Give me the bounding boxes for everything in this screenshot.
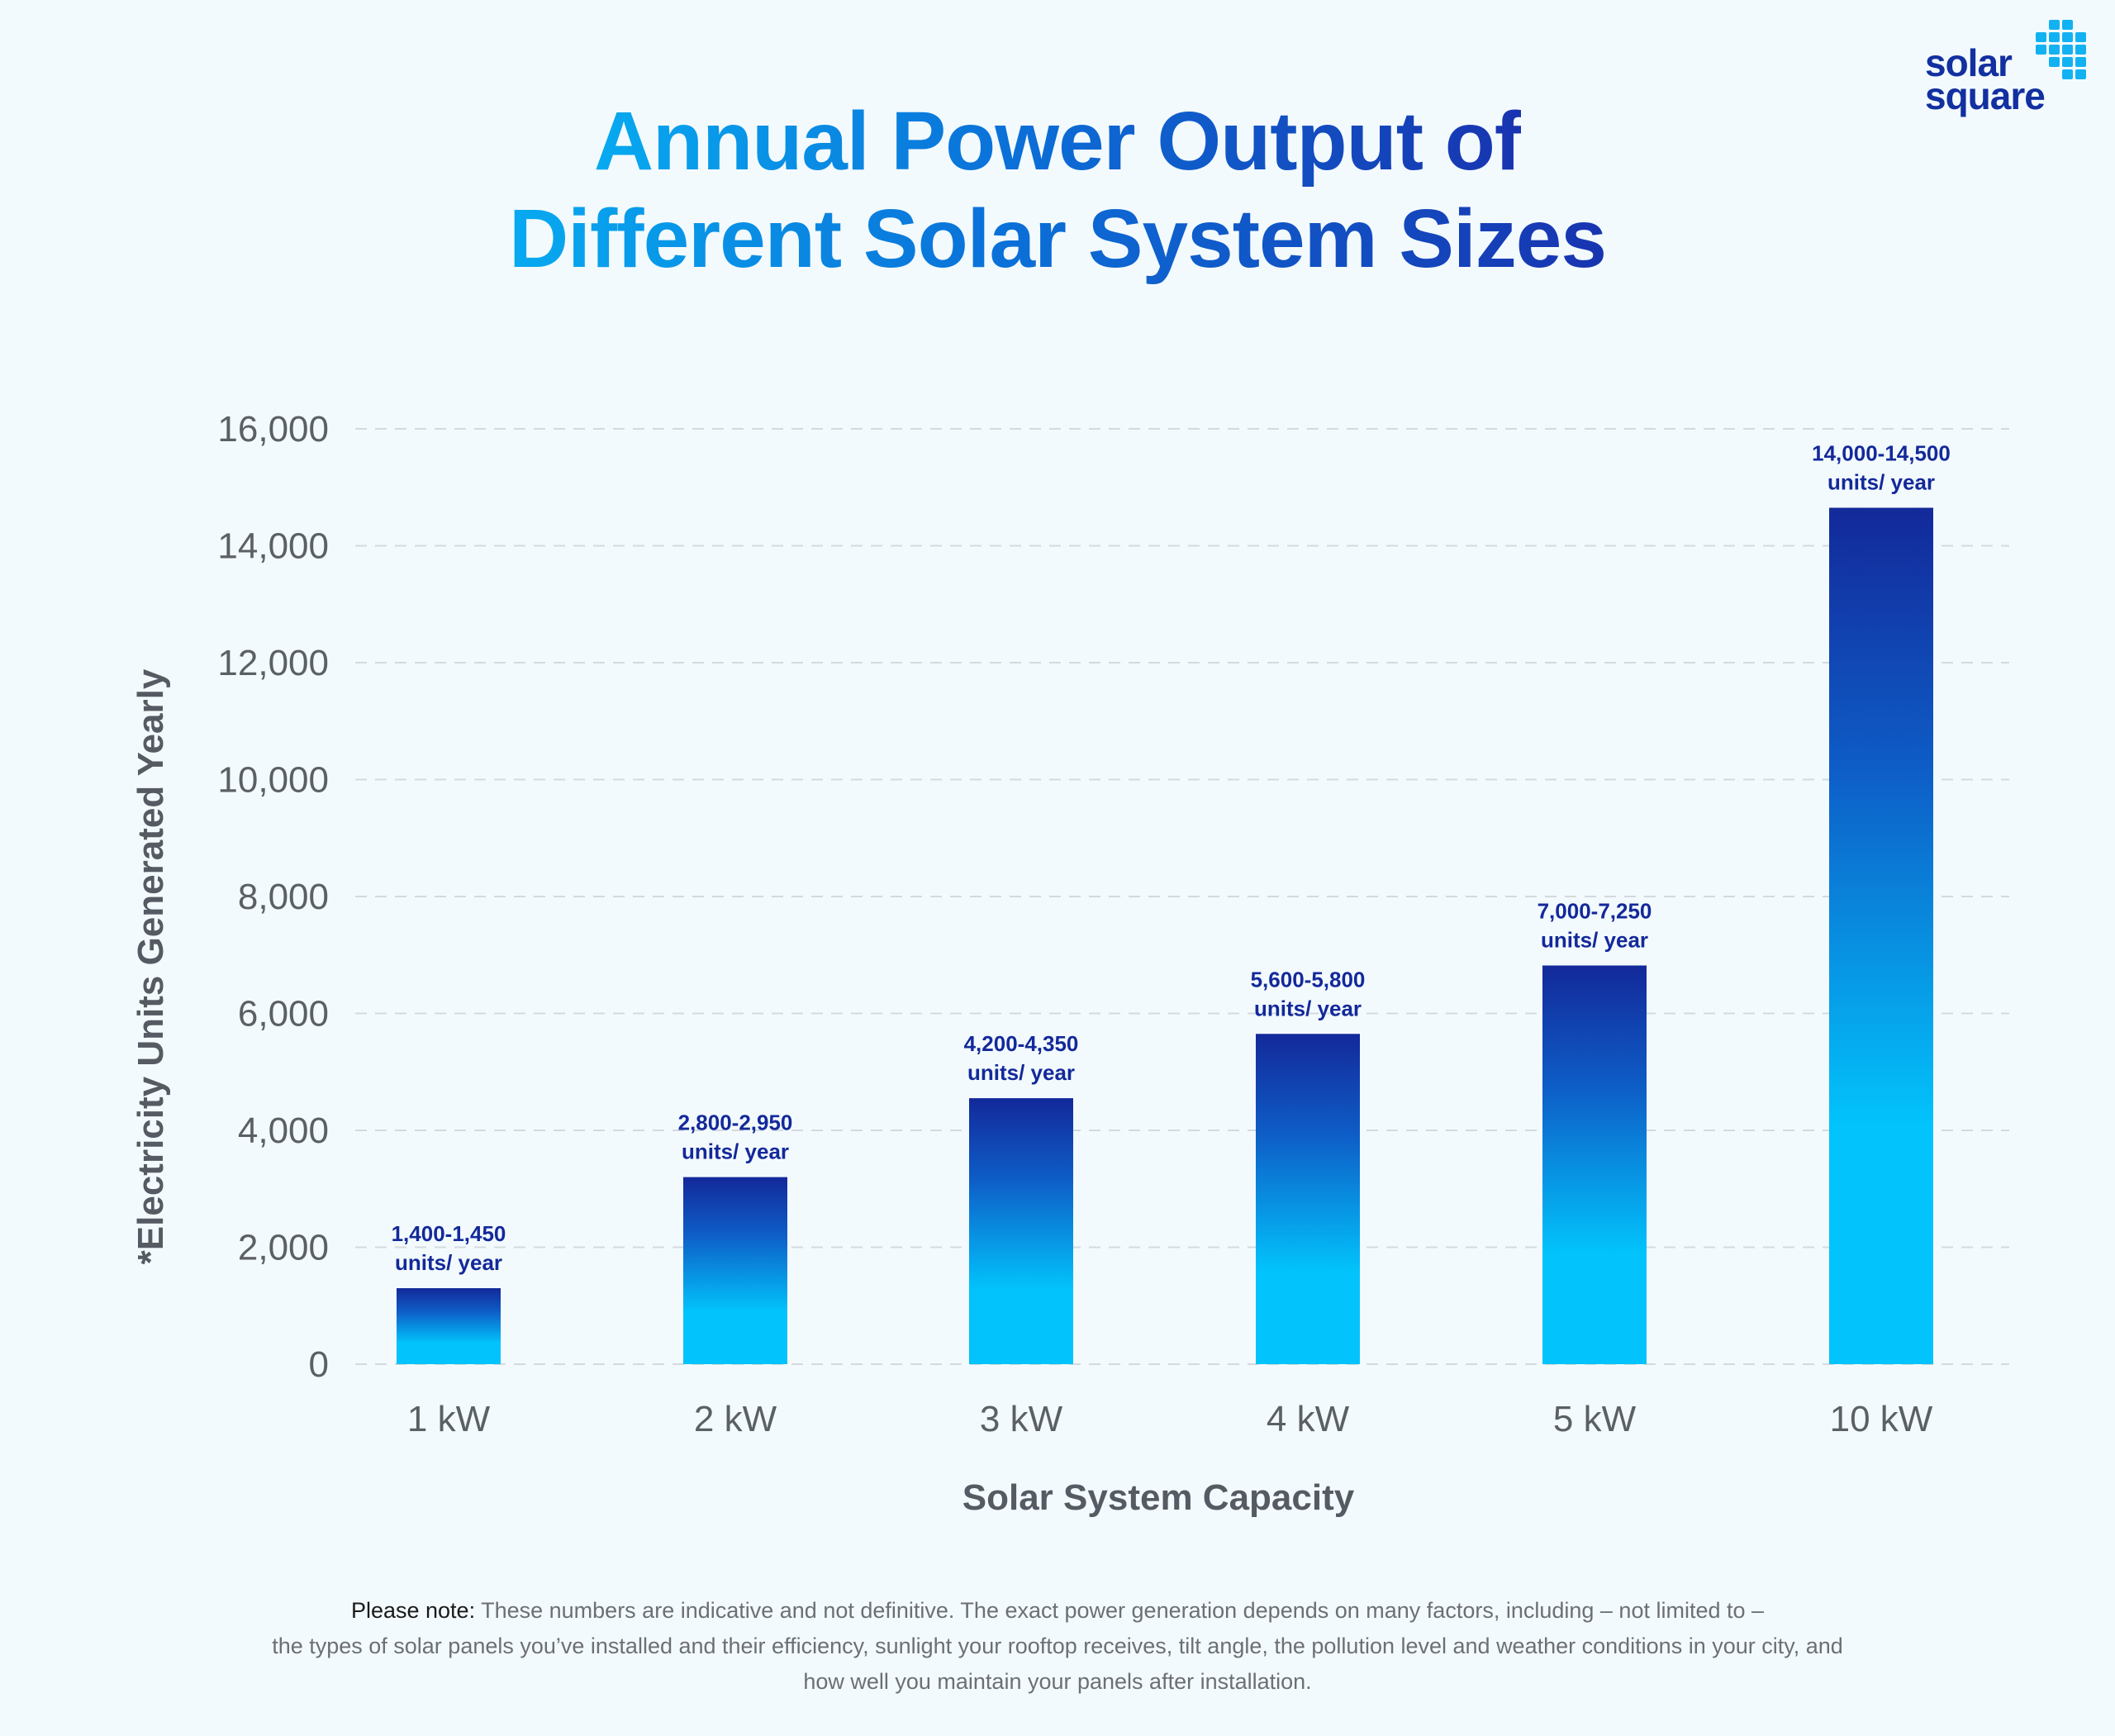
logo-grid-icon — [2036, 20, 2086, 79]
data-labels: 1,400-1,450 units/ year 2,800-2,950 units/ … — [392, 441, 1951, 1276]
footnote: Please note: These numbers are indicativ… — [124, 1593, 1991, 1700]
chart-title-line-2: Different Solar System Sizes — [509, 190, 1607, 288]
bar-chart: 0 2,000 4,000 6,000 8,000 10,000 12,000 14,000 1… — [217, 409, 2009, 1439]
footnote-line-1: Please note: These numbers are indicativ… — [124, 1593, 1991, 1629]
data-label-range: 4,200-4,350 — [964, 1031, 1079, 1056]
y-tick-label: 4,000 — [238, 1111, 329, 1151]
footnote-line-3: how well you maintain your panels after … — [803, 1669, 1312, 1694]
footnote-line-2: the types of solar panels you’ve install… — [272, 1634, 1843, 1658]
logo-grid-cell — [2036, 45, 2046, 55]
bar — [683, 1177, 787, 1364]
y-tick-label: 10,000 — [217, 760, 329, 801]
data-label-unit: units/ year — [1254, 996, 1362, 1020]
y-axis-ticks: 0 2,000 4,000 6,000 8,000 10,000 12,000 14,000 1… — [217, 409, 329, 1385]
bars — [397, 507, 1933, 1365]
gridlines — [355, 428, 2009, 1365]
data-label-range: 7,000-7,250 — [1538, 898, 1652, 923]
bar — [397, 1288, 501, 1364]
x-tick-label: 3 kW — [980, 1399, 1063, 1439]
logo-grid-cell — [2075, 69, 2086, 79]
x-tick-label: 2 kW — [694, 1399, 777, 1439]
logo-wordmark: solar square — [1925, 41, 2046, 117]
y-tick-label: 16,000 — [217, 409, 329, 449]
y-tick-label: 8,000 — [238, 877, 329, 917]
logo-grid-cell — [2062, 20, 2073, 30]
y-axis-label: *Electricity Units Generated Yearly — [131, 668, 171, 1265]
data-label-range: 5,600-5,800 — [1251, 967, 1366, 992]
logo-grid-cell — [2036, 32, 2046, 42]
logo-grid-cell — [2075, 45, 2086, 55]
bar — [969, 1098, 1073, 1364]
logo-grid-cell — [2062, 32, 2073, 42]
logo-grid-cell — [2049, 20, 2060, 30]
chart-title-line-1: Annual Power Output of — [594, 93, 1522, 190]
x-axis-label: Solar System Capacity — [962, 1477, 1355, 1518]
footnote-text-1: These numbers are indicative and not def… — [481, 1598, 1765, 1623]
x-tick-label: 4 kW — [1267, 1399, 1350, 1439]
x-tick-label: 1 kW — [407, 1399, 491, 1439]
logo-grid-cell — [2075, 57, 2086, 67]
logo-line-1: solar — [1925, 41, 2013, 84]
x-axis-ticks: 1 kW 2 kW 3 kW 4 kW 5 kW 10 kW — [407, 1399, 1933, 1439]
data-label-unit: units/ year — [682, 1139, 789, 1164]
logo-grid-cell — [2049, 57, 2060, 67]
logo-grid-cell — [2049, 32, 2060, 42]
data-label-unit: units/ year — [1827, 470, 1935, 495]
bar — [1829, 507, 1933, 1365]
footnote-lead: Please note: — [350, 1598, 476, 1623]
y-tick-label: 6,000 — [238, 994, 329, 1034]
logo-grid-cell — [2062, 69, 2073, 79]
x-tick-label: 10 kW — [1830, 1399, 1933, 1439]
logo-grid-cell — [2062, 45, 2073, 55]
data-label-unit: units/ year — [395, 1250, 502, 1275]
bar — [1256, 1034, 1360, 1364]
data-label-unit: units/ year — [967, 1060, 1075, 1085]
logo-line-2: square — [1925, 74, 2046, 117]
logo-grid-cell — [2075, 32, 2086, 42]
bar — [1542, 965, 1647, 1364]
chart-title: Annual Power Output of Different Solar S… — [0, 93, 2115, 288]
y-tick-label: 12,000 — [217, 643, 329, 683]
brand-logo: solar square — [1925, 18, 2090, 126]
y-tick-label: 0 — [309, 1344, 329, 1385]
logo-grid-cell — [2049, 45, 2060, 55]
logo-grid-cell — [2062, 57, 2073, 67]
data-label-range: 2,800-2,950 — [678, 1111, 793, 1135]
data-label-range: 14,000-14,500 — [1812, 441, 1951, 466]
data-label-range: 1,400-1,450 — [392, 1221, 506, 1246]
data-label-unit: units/ year — [1541, 927, 1648, 952]
y-tick-label: 2,000 — [238, 1228, 329, 1268]
y-tick-label: 14,000 — [217, 526, 329, 567]
y-axis-label-wrap: *Electricity Units Generated Yearly — [131, 669, 172, 1265]
x-tick-label: 5 kW — [1553, 1399, 1637, 1439]
